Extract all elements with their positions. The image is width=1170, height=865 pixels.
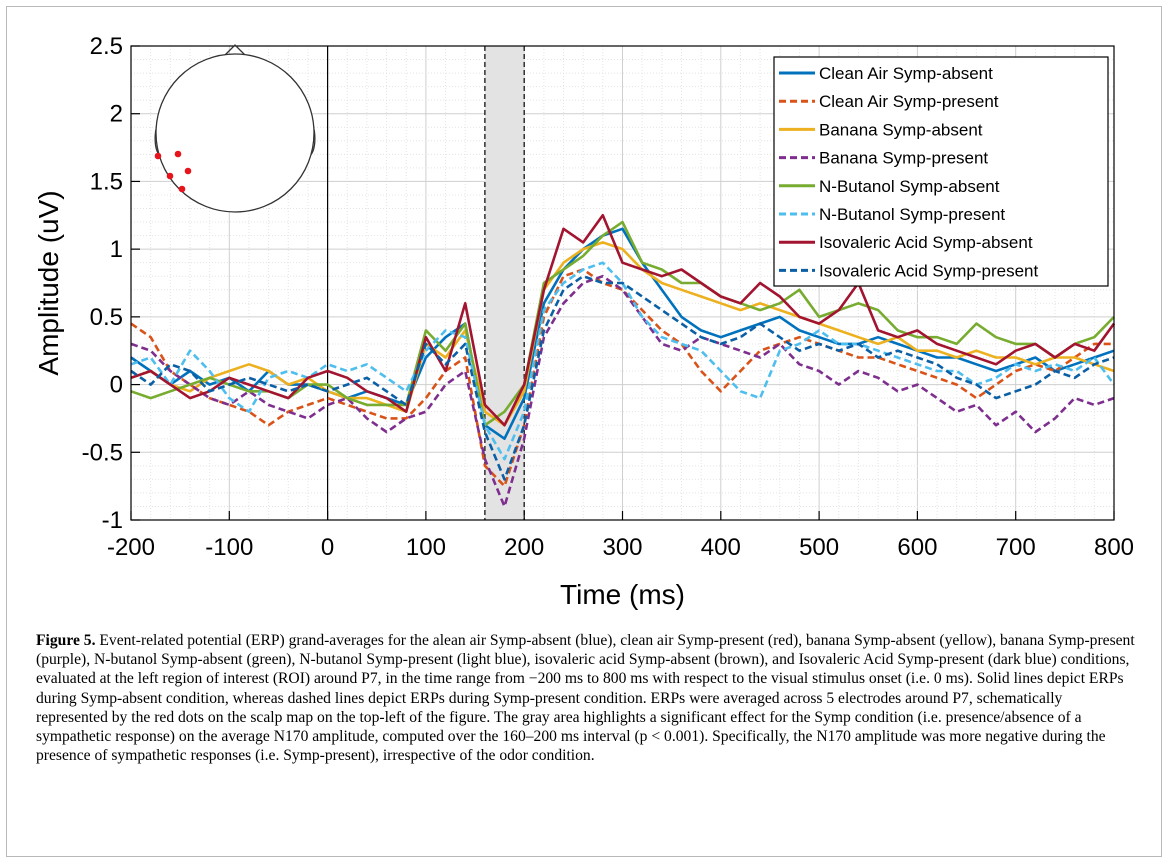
legend-label-6: N-Butanol Symp-present — [819, 205, 1005, 224]
scalp-nose — [224, 44, 246, 56]
x-tick-label: 700 — [996, 534, 1036, 561]
series-line-3 — [130, 241, 1115, 427]
electrode-dot — [178, 185, 186, 193]
series-line-5 — [130, 220, 1115, 427]
x-tick-label: -200 — [107, 534, 155, 561]
x-tick-label: 0 — [321, 534, 334, 561]
x-tick-label: 300 — [602, 534, 642, 561]
series-line-6 — [130, 261, 1116, 461]
y-axis-title: Amplitude (uV) — [33, 190, 64, 375]
series-group — [130, 214, 1116, 508]
x-axis-title: Time (ms) — [560, 579, 685, 610]
figure-caption: Figure 5. Event-related potential (ERP) … — [36, 631, 1136, 765]
y-tick-label: 0.5 — [90, 304, 123, 331]
caption-text: Event-related potential (ERP) grand-aver… — [36, 632, 1135, 765]
y-tick-label: 0 — [110, 372, 123, 399]
x-tick-label: 800 — [1094, 534, 1134, 561]
y-tick-label: 1.5 — [90, 168, 123, 195]
scalp-map — [154, 44, 316, 213]
y-tick-label: 1 — [110, 236, 123, 263]
y-tick-label: -1 — [102, 507, 123, 534]
y-tick-label: 2 — [110, 101, 123, 128]
electrode-dot — [174, 150, 182, 158]
legend-label-5: N-Butanol Symp-absent — [819, 177, 1000, 196]
series-line-1 — [130, 227, 1115, 441]
x-tick-label: 600 — [897, 534, 937, 561]
x-tick-label: 200 — [504, 534, 544, 561]
erp-chart: -200 -100 0 100 200 300 400 500 600 700 800 -1 -0.5 0… — [33, 33, 1134, 610]
y-tick-label: -0.5 — [82, 439, 123, 466]
series-line-8 — [130, 274, 1115, 481]
x-tick-label: 100 — [406, 534, 446, 561]
electrode-dot — [166, 172, 174, 180]
x-tick-label: 500 — [799, 534, 839, 561]
legend-items: Clean Air Symp-absent Clean Air Symp-pres… — [779, 64, 1038, 280]
electrode-dots — [154, 150, 192, 193]
legend: Clean Air Symp-absent Clean Air Symp-pres… — [773, 56, 1109, 287]
legend-label-8: Isovaleric Acid Symp-present — [819, 261, 1038, 280]
legend-label-7: Isovaleric Acid Symp-absent — [819, 233, 1033, 252]
legend-box — [773, 56, 1109, 287]
y-tick-label: 2.5 — [90, 33, 123, 60]
electrode-dot — [184, 167, 192, 175]
series-line-4 — [130, 274, 1115, 508]
caption-label: Figure 5. — [36, 632, 96, 649]
x-tick-label: -100 — [205, 534, 253, 561]
legend-label-1: Clean Air Symp-absent — [819, 64, 993, 83]
series-line-7 — [130, 214, 1116, 427]
legend-label-4: Banana Symp-present — [819, 149, 988, 168]
legend-label-3: Banana Symp-absent — [819, 120, 983, 139]
axis-ticks: -200 -100 0 100 200 300 400 500 600 700 800 -1 -0.5 0… — [82, 33, 1134, 561]
scalp-head — [155, 53, 315, 213]
legend-label-2: Clean Air Symp-present — [819, 92, 999, 111]
x-tick-label: 400 — [701, 534, 741, 561]
electrode-dot — [154, 152, 162, 160]
